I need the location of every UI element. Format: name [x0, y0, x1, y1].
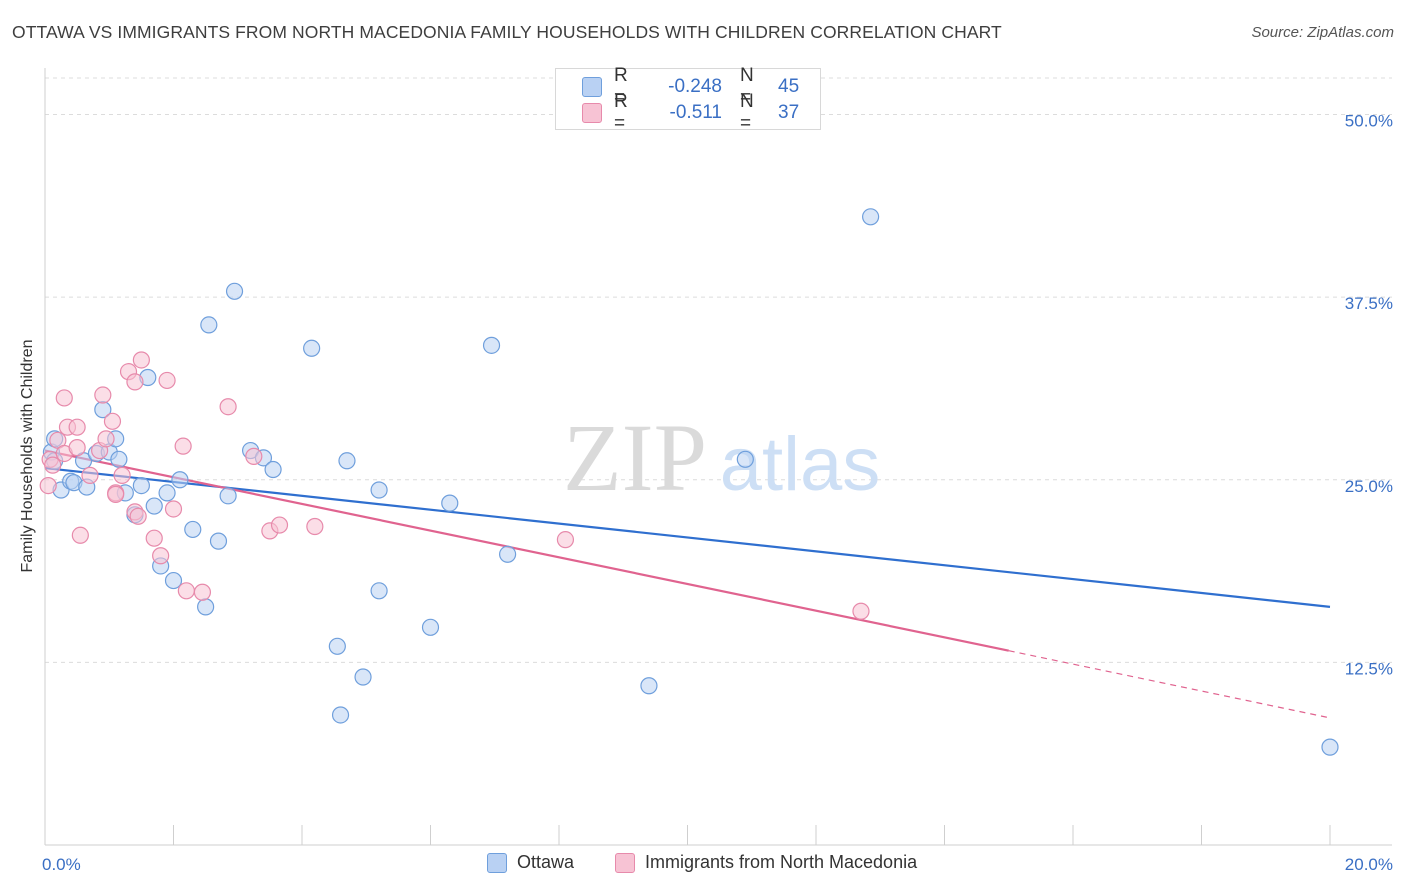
ottawa-point [110, 450, 128, 468]
macedonia-point [68, 418, 86, 436]
stats-row-macedonia: R = -0.511 N = 37 [582, 91, 800, 134]
macedonia-point [44, 456, 62, 474]
ottawa-point [132, 477, 150, 495]
ottawa-point [164, 571, 183, 590]
stats-row-ottawa: R = -0.248 N = 45 [582, 65, 800, 108]
y-tick-label: 37.5% [1345, 294, 1393, 313]
macedonia-point [126, 373, 144, 391]
trend-lines [44, 449, 1331, 719]
macedonia-point [164, 500, 183, 518]
macedonia-point [219, 398, 237, 416]
r-label: R = [614, 91, 628, 134]
macedonia-point [132, 351, 150, 369]
ottawa-point [354, 668, 372, 686]
macedonia-point [152, 547, 170, 565]
ottawa-point [338, 452, 356, 470]
macedonia-point [97, 430, 115, 448]
r-value: -0.248 [668, 76, 722, 97]
legend-label-ottawa: Ottawa [517, 852, 575, 872]
legend-item-macedonia: Immigrants from North Macedonia [615, 852, 917, 873]
macedonia-point [177, 582, 195, 600]
r-value: -0.511 [669, 102, 722, 123]
data-points [39, 208, 1339, 756]
n-label: N = [740, 65, 754, 108]
series-legend: Ottawa Immigrants from North Macedonia [0, 852, 1406, 878]
y-tick-label: 50.0% [1345, 112, 1393, 131]
x-tick-label: 20.0% [1345, 855, 1393, 874]
macedonia-point [71, 526, 89, 544]
stats-legend: R = -0.248 N = 45 R = -0.511 N = 37 [555, 65, 821, 134]
macedonia-point [94, 386, 112, 404]
trend-line-ottawa [44, 466, 1331, 608]
r-label: R = [614, 65, 628, 108]
ottawa-point [736, 450, 754, 468]
trend-line-macedonia [44, 449, 1009, 652]
ottawa-point [1321, 738, 1339, 756]
ottawa-point [264, 460, 282, 479]
legend-label-macedonia: Immigrants from North Macedonia [645, 852, 918, 872]
macedonia-point [556, 531, 575, 549]
ottawa-point [158, 484, 176, 502]
macedonia-point [81, 466, 99, 484]
macedonia-point [113, 466, 131, 484]
ottawa-point [370, 582, 388, 600]
ottawa-point [640, 677, 658, 695]
ottawa-point [303, 339, 321, 357]
n-label: N = [740, 91, 754, 134]
n-value: 45 [778, 76, 800, 97]
ottawa-point [421, 618, 440, 636]
x-tick-label: 0.0% [42, 855, 81, 874]
chart-title: OTTAWA VS IMMIGRANTS FROM NORTH MACEDONI… [12, 22, 1002, 42]
legend-item-ottawa: Ottawa [487, 852, 574, 873]
macedonia-point [68, 439, 86, 457]
macedonia-point [39, 477, 57, 495]
macedonia-point [193, 583, 212, 601]
macedonia-point [306, 517, 324, 536]
grid [45, 77, 1392, 663]
tick-labels: 12.5% 25.0% 37.5% 50.0% 0.0% 20.0% [42, 112, 1393, 874]
ottawa-point [171, 471, 189, 489]
ottawa-point [184, 520, 202, 539]
ottawa-point [482, 336, 501, 354]
macedonia-point [245, 447, 263, 465]
ottawa-point [200, 316, 218, 334]
ottawa-point [370, 481, 388, 499]
macedonia-point [270, 516, 289, 534]
source-credit: Source: ZipAtlas.com [1251, 24, 1394, 41]
ottawa-point [225, 282, 244, 300]
ottawa-point [331, 706, 350, 724]
ottawa-point [209, 532, 228, 550]
macedonia-point [107, 485, 125, 503]
ottawa-point [219, 487, 237, 505]
ottawa-point [197, 598, 215, 616]
watermark: ZIP atlas [563, 404, 880, 511]
ottawa-point [328, 637, 346, 655]
ottawa-point [441, 494, 459, 512]
macedonia-swatch [615, 852, 635, 873]
macedonia-point [174, 437, 192, 455]
macedonia-point [103, 412, 122, 430]
macedonia-point [145, 529, 163, 547]
macedonia-swatch [582, 103, 602, 123]
ottawa-point [499, 545, 517, 563]
macedonia-point [852, 602, 870, 620]
y-tick-label: 25.0% [1345, 477, 1393, 496]
ottawa-swatch [582, 77, 602, 97]
y-axis-label: Family Households with Children [19, 339, 36, 573]
trend-line-extension [1008, 650, 1331, 719]
y-tick-label: 12.5% [1345, 659, 1393, 678]
macedonia-point [55, 389, 73, 407]
n-value: 37 [778, 102, 800, 123]
watermark-zip: ZIP [563, 404, 707, 511]
ottawa-point [862, 208, 880, 226]
ottawa-swatch [487, 852, 507, 873]
macedonia-point [158, 371, 176, 390]
macedonia-point [129, 507, 147, 525]
ottawa-point [145, 497, 163, 515]
